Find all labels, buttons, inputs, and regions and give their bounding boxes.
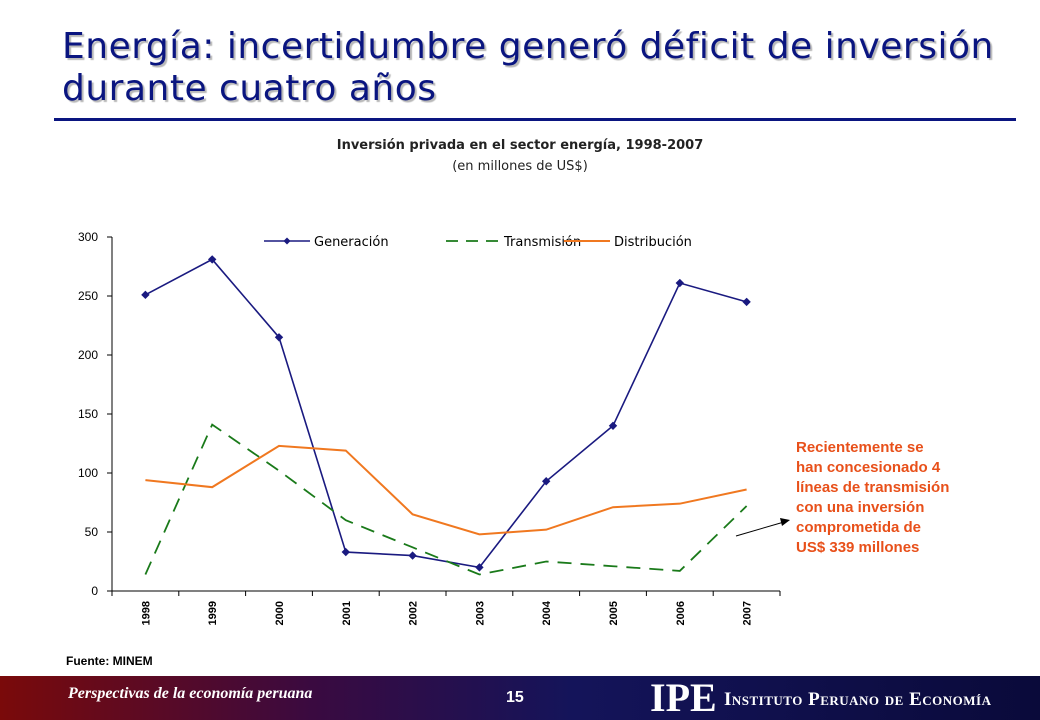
series-line-transmisión: [144, 423, 748, 576]
data-point-generación: [675, 278, 685, 288]
series-line-distribución: [145, 444, 747, 536]
legend-label: Transmisión: [503, 235, 581, 250]
chart-ticks: 0 50 100 150 200 250 300 1998 1999 2000 2001 2002 20…: [78, 230, 781, 625]
y-tick-label: 50: [85, 525, 99, 539]
data-point-generación: [341, 547, 351, 557]
chart-subtitle: (en millones de US$): [452, 159, 588, 174]
x-tick-label: 1999: [207, 601, 219, 625]
footer-bar: Perspectivas de la economía peruana 15 I…: [0, 676, 1040, 720]
source-note: Fuente: MINEM: [66, 654, 153, 668]
chart-legend: Generación Transmisión Distribución: [264, 235, 692, 250]
legend-marker: [283, 237, 291, 245]
annotation-arrow-head: [780, 518, 790, 526]
data-point-generación: [475, 563, 484, 572]
data-point-generación: [742, 297, 751, 307]
x-tick-label: 2006: [675, 601, 687, 625]
chart-title: Inversión privada en el sector energía, …: [336, 138, 704, 153]
footer-title: Perspectivas de la economía peruana: [68, 685, 313, 702]
y-tick-label: 0: [91, 584, 98, 598]
data-point-generación: [207, 255, 217, 264]
y-tick-label: 300: [78, 230, 98, 244]
annotation-line: con una inversión: [796, 499, 925, 516]
annotation-arrow-line: [735, 521, 785, 537]
legend-label: Distribución: [614, 235, 692, 250]
annotation-line: líneas de transmisión: [796, 479, 950, 496]
series-line-generación: [145, 258, 747, 569]
ipe-logo: IPE: [650, 675, 717, 720]
annotation-line: Recientemente se: [796, 439, 924, 456]
y-tick-label: 100: [78, 466, 98, 480]
x-tick-label: 2003: [474, 601, 486, 625]
data-point-generación: [141, 290, 150, 300]
chart-axes: [111, 237, 780, 592]
y-tick-label: 250: [78, 289, 98, 303]
legend-label: Generación: [314, 235, 389, 250]
data-point-generación: [408, 551, 417, 560]
y-tick-label: 200: [78, 348, 98, 362]
y-tick-label: 150: [78, 407, 98, 421]
data-point-generación: [608, 421, 618, 431]
data-point-generación: [541, 477, 551, 486]
chart-lines: [141, 255, 751, 576]
x-tick-label: 2000: [274, 601, 286, 625]
x-tick-label: 2002: [408, 601, 420, 625]
annotation-line: US$ 339 millones: [796, 539, 920, 556]
slide-title: Energía: incertidumbre generó déficit de…: [62, 26, 994, 109]
x-tick-label: 2001: [341, 601, 353, 625]
annotation-line: comprometida de: [796, 519, 922, 536]
institute-name: Instituto Peruano de Economía: [724, 689, 992, 710]
annotation-line: han concesionado 4: [796, 459, 941, 476]
x-tick-label: 2005: [608, 601, 620, 625]
x-tick-label: 2007: [742, 601, 754, 625]
annotation-text: Recientemente se han concesionado 4 líne…: [796, 438, 1006, 558]
x-tick-label: 2004: [541, 600, 553, 625]
page-number: 15: [506, 689, 524, 706]
data-point-generación: [274, 333, 284, 342]
x-tick-label: 1998: [140, 601, 152, 625]
title-rule: [54, 118, 1016, 121]
